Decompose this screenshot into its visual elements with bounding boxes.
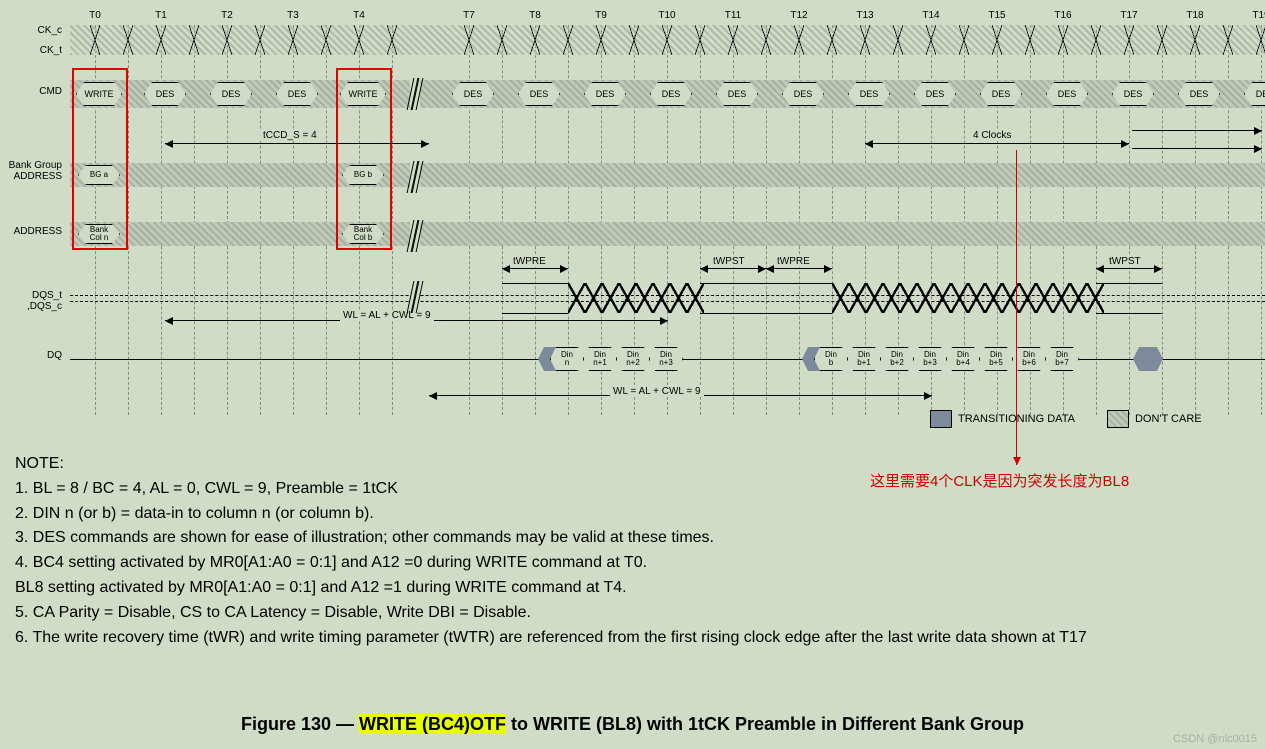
note-line: 4. BC4 setting activated by MR0[A1:A0 = … bbox=[15, 551, 1250, 576]
timing-label: tWPST bbox=[710, 256, 748, 267]
time-label: T9 bbox=[591, 10, 611, 21]
note-line: BL8 setting activated by MR0[A1:A0 = 0:1… bbox=[15, 576, 1250, 601]
cmd-cell: DES bbox=[716, 82, 758, 106]
highlight-box bbox=[336, 68, 392, 250]
legend-trans-box bbox=[930, 410, 952, 428]
dq-transitioning bbox=[1133, 347, 1163, 371]
time-label: T7 bbox=[459, 10, 479, 21]
cmd-cell: DES bbox=[518, 82, 560, 106]
time-label: T17 bbox=[1119, 10, 1139, 21]
timing-label: tWPRE bbox=[774, 256, 813, 267]
time-label: T15 bbox=[987, 10, 1007, 21]
cmd-cell: DES bbox=[452, 82, 494, 106]
dq-cell: Din n bbox=[550, 347, 584, 371]
note-line: 5. CA Parity = Disable, CS to CA Latency… bbox=[15, 601, 1250, 626]
timing-label: tWPST bbox=[1106, 256, 1144, 267]
time-label: T12 bbox=[789, 10, 809, 21]
cmd-cell: DES bbox=[848, 82, 890, 106]
time-label: T10 bbox=[657, 10, 677, 21]
cmd-cell: DES bbox=[584, 82, 626, 106]
dq-cell: Din b+7 bbox=[1045, 347, 1079, 371]
legend: TRANSITIONING DATA DON'T CARE bbox=[930, 410, 1202, 428]
time-label: T13 bbox=[855, 10, 875, 21]
annotation-text: 这里需要4个CLK是因为突发长度为BL8 bbox=[870, 470, 1129, 491]
time-label: T8 bbox=[525, 10, 545, 21]
timing-label: 4 Clocks bbox=[970, 130, 1014, 141]
label-cmd: CMD bbox=[0, 86, 65, 97]
label-addr: ADDRESS bbox=[0, 226, 65, 237]
label-dqs: DQS_t ,DQS_c bbox=[0, 290, 65, 312]
watermark: CSDN @nlc0015 bbox=[1173, 733, 1257, 745]
figure-title-post: to WRITE (BL8) with 1tCK Preamble in Dif… bbox=[506, 714, 1024, 734]
clock-row bbox=[70, 25, 1265, 55]
timing-label: WL = AL + CWL = 9 bbox=[610, 386, 704, 397]
figure-title-highlight: WRITE (BC4)OTF bbox=[359, 714, 506, 734]
figure-title: Figure 130 — WRITE (BC4)OTF to WRITE (BL… bbox=[0, 714, 1265, 735]
timing-label: tCCD_S = 4 bbox=[260, 130, 320, 141]
dq-cell: Din b+2 bbox=[880, 347, 914, 371]
highlight-box bbox=[72, 68, 128, 250]
figure-title-pre: Figure 130 — bbox=[241, 714, 359, 734]
dq-cell: Din n+2 bbox=[616, 347, 650, 371]
dq-cell: Din b+6 bbox=[1012, 347, 1046, 371]
time-label: T19 bbox=[1251, 10, 1265, 21]
cmd-cell: DES bbox=[650, 82, 692, 106]
legend-dontcare-label: DON'T CARE bbox=[1135, 413, 1202, 425]
label-ck-c: CK_c bbox=[0, 25, 65, 36]
cmd-cell: DES bbox=[1112, 82, 1154, 106]
dq-cell: Din b+1 bbox=[847, 347, 881, 371]
timing-diagram: T0 T1 T2 T3 T4 T7 T8 T9 T10 T11 T12 T13 T14 T15 T16 T17… bbox=[0, 0, 1265, 440]
cmd-cell: DES bbox=[1178, 82, 1220, 106]
label-dq: DQ bbox=[0, 350, 65, 361]
time-label: T16 bbox=[1053, 10, 1073, 21]
annotation-arrow bbox=[1016, 150, 1017, 465]
cmd-cell: DES bbox=[276, 82, 318, 106]
legend-dontcare-box bbox=[1107, 410, 1129, 428]
time-label: T2 bbox=[217, 10, 237, 21]
dq-cell: Din b bbox=[814, 347, 848, 371]
dqs-row bbox=[70, 283, 1265, 313]
note-line: 3. DES commands are shown for ease of il… bbox=[15, 526, 1250, 551]
cmd-cell: DES bbox=[144, 82, 186, 106]
cmd-cell: DES bbox=[210, 82, 252, 106]
label-bg-addr: Bank Group ADDRESS bbox=[0, 160, 65, 182]
bg-addr-row bbox=[70, 163, 1265, 187]
label-ck-t: CK_t bbox=[0, 45, 65, 56]
timing-label: tWPRE bbox=[510, 256, 549, 267]
dq-cell: Din n+3 bbox=[649, 347, 683, 371]
time-label: T1 bbox=[151, 10, 171, 21]
dq-cell: Din b+3 bbox=[913, 347, 947, 371]
time-label: T0 bbox=[85, 10, 105, 21]
dq-row: Din nDin n+1Din n+2Din n+3Din bDin b+1Di… bbox=[70, 345, 1265, 373]
cmd-cell: DES bbox=[1046, 82, 1088, 106]
time-label: T3 bbox=[283, 10, 303, 21]
cmd-cell: DES bbox=[782, 82, 824, 106]
addr-row bbox=[70, 222, 1265, 246]
time-label: T11 bbox=[723, 10, 743, 21]
cmd-cell: DES bbox=[914, 82, 956, 106]
dq-cell: Din n+1 bbox=[583, 347, 617, 371]
cmd-cell: DES bbox=[980, 82, 1022, 106]
time-label: T4 bbox=[349, 10, 369, 21]
dq-cell: Din b+5 bbox=[979, 347, 1013, 371]
dq-cell: Din b+4 bbox=[946, 347, 980, 371]
time-label: T18 bbox=[1185, 10, 1205, 21]
time-labels-row: T0 T1 T2 T3 T4 T7 T8 T9 T10 T11 T12 T13 T14 T15 T16 T17… bbox=[70, 10, 1265, 24]
time-label: T14 bbox=[921, 10, 941, 21]
note-line: 2. DIN n (or b) = data-in to column n (o… bbox=[15, 502, 1250, 527]
note-line: 6. The write recovery time (tWR) and wri… bbox=[15, 626, 1250, 651]
